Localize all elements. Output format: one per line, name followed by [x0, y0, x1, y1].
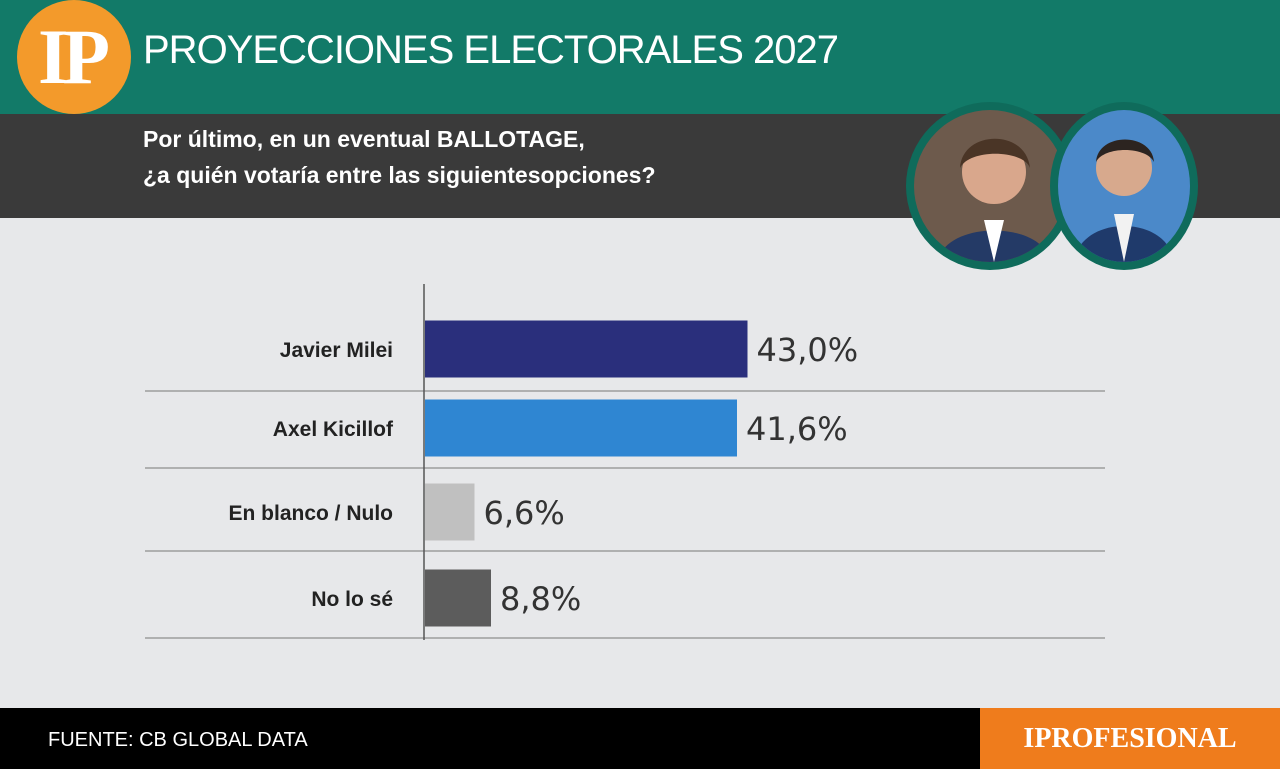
header-bar — [0, 0, 1280, 114]
logo-text: IP — [38, 13, 110, 100]
photo-placeholder-icon — [1058, 110, 1190, 262]
question-line-2: ¿a quién votaría entre las siguientesopc… — [143, 162, 656, 188]
category-label: En blanco / Nulo — [228, 502, 393, 525]
bar-0 — [425, 320, 748, 378]
iprofesional-brand: IPROFESIONAL — [980, 708, 1280, 769]
value-label: 6,6% — [484, 494, 565, 532]
bar-1 — [425, 399, 737, 457]
category-label: Axel Kicillof — [273, 418, 394, 441]
value-label: 41,6% — [746, 410, 848, 448]
photo-placeholder-icon — [914, 110, 1066, 262]
value-label: 43,0% — [757, 331, 859, 369]
bar-3 — [425, 569, 491, 627]
source-text: FUENTE: CB GLOBAL DATA — [48, 729, 308, 751]
page-title: PROYECCIONES ELECTORALES 2027 — [143, 28, 839, 72]
brand-text: IPROFESIONAL — [1023, 722, 1237, 754]
category-label: No lo sé — [311, 588, 393, 611]
bar-2 — [425, 483, 475, 541]
ip-logo: IP — [17, 0, 131, 114]
category-label: Javier Milei — [280, 339, 393, 362]
value-label: 8,8% — [500, 580, 581, 618]
person-photo-left — [906, 102, 1074, 270]
question-line-1: Por último, en un eventual BALLOTAGE, — [143, 126, 585, 152]
person-photo-right — [1050, 102, 1198, 270]
